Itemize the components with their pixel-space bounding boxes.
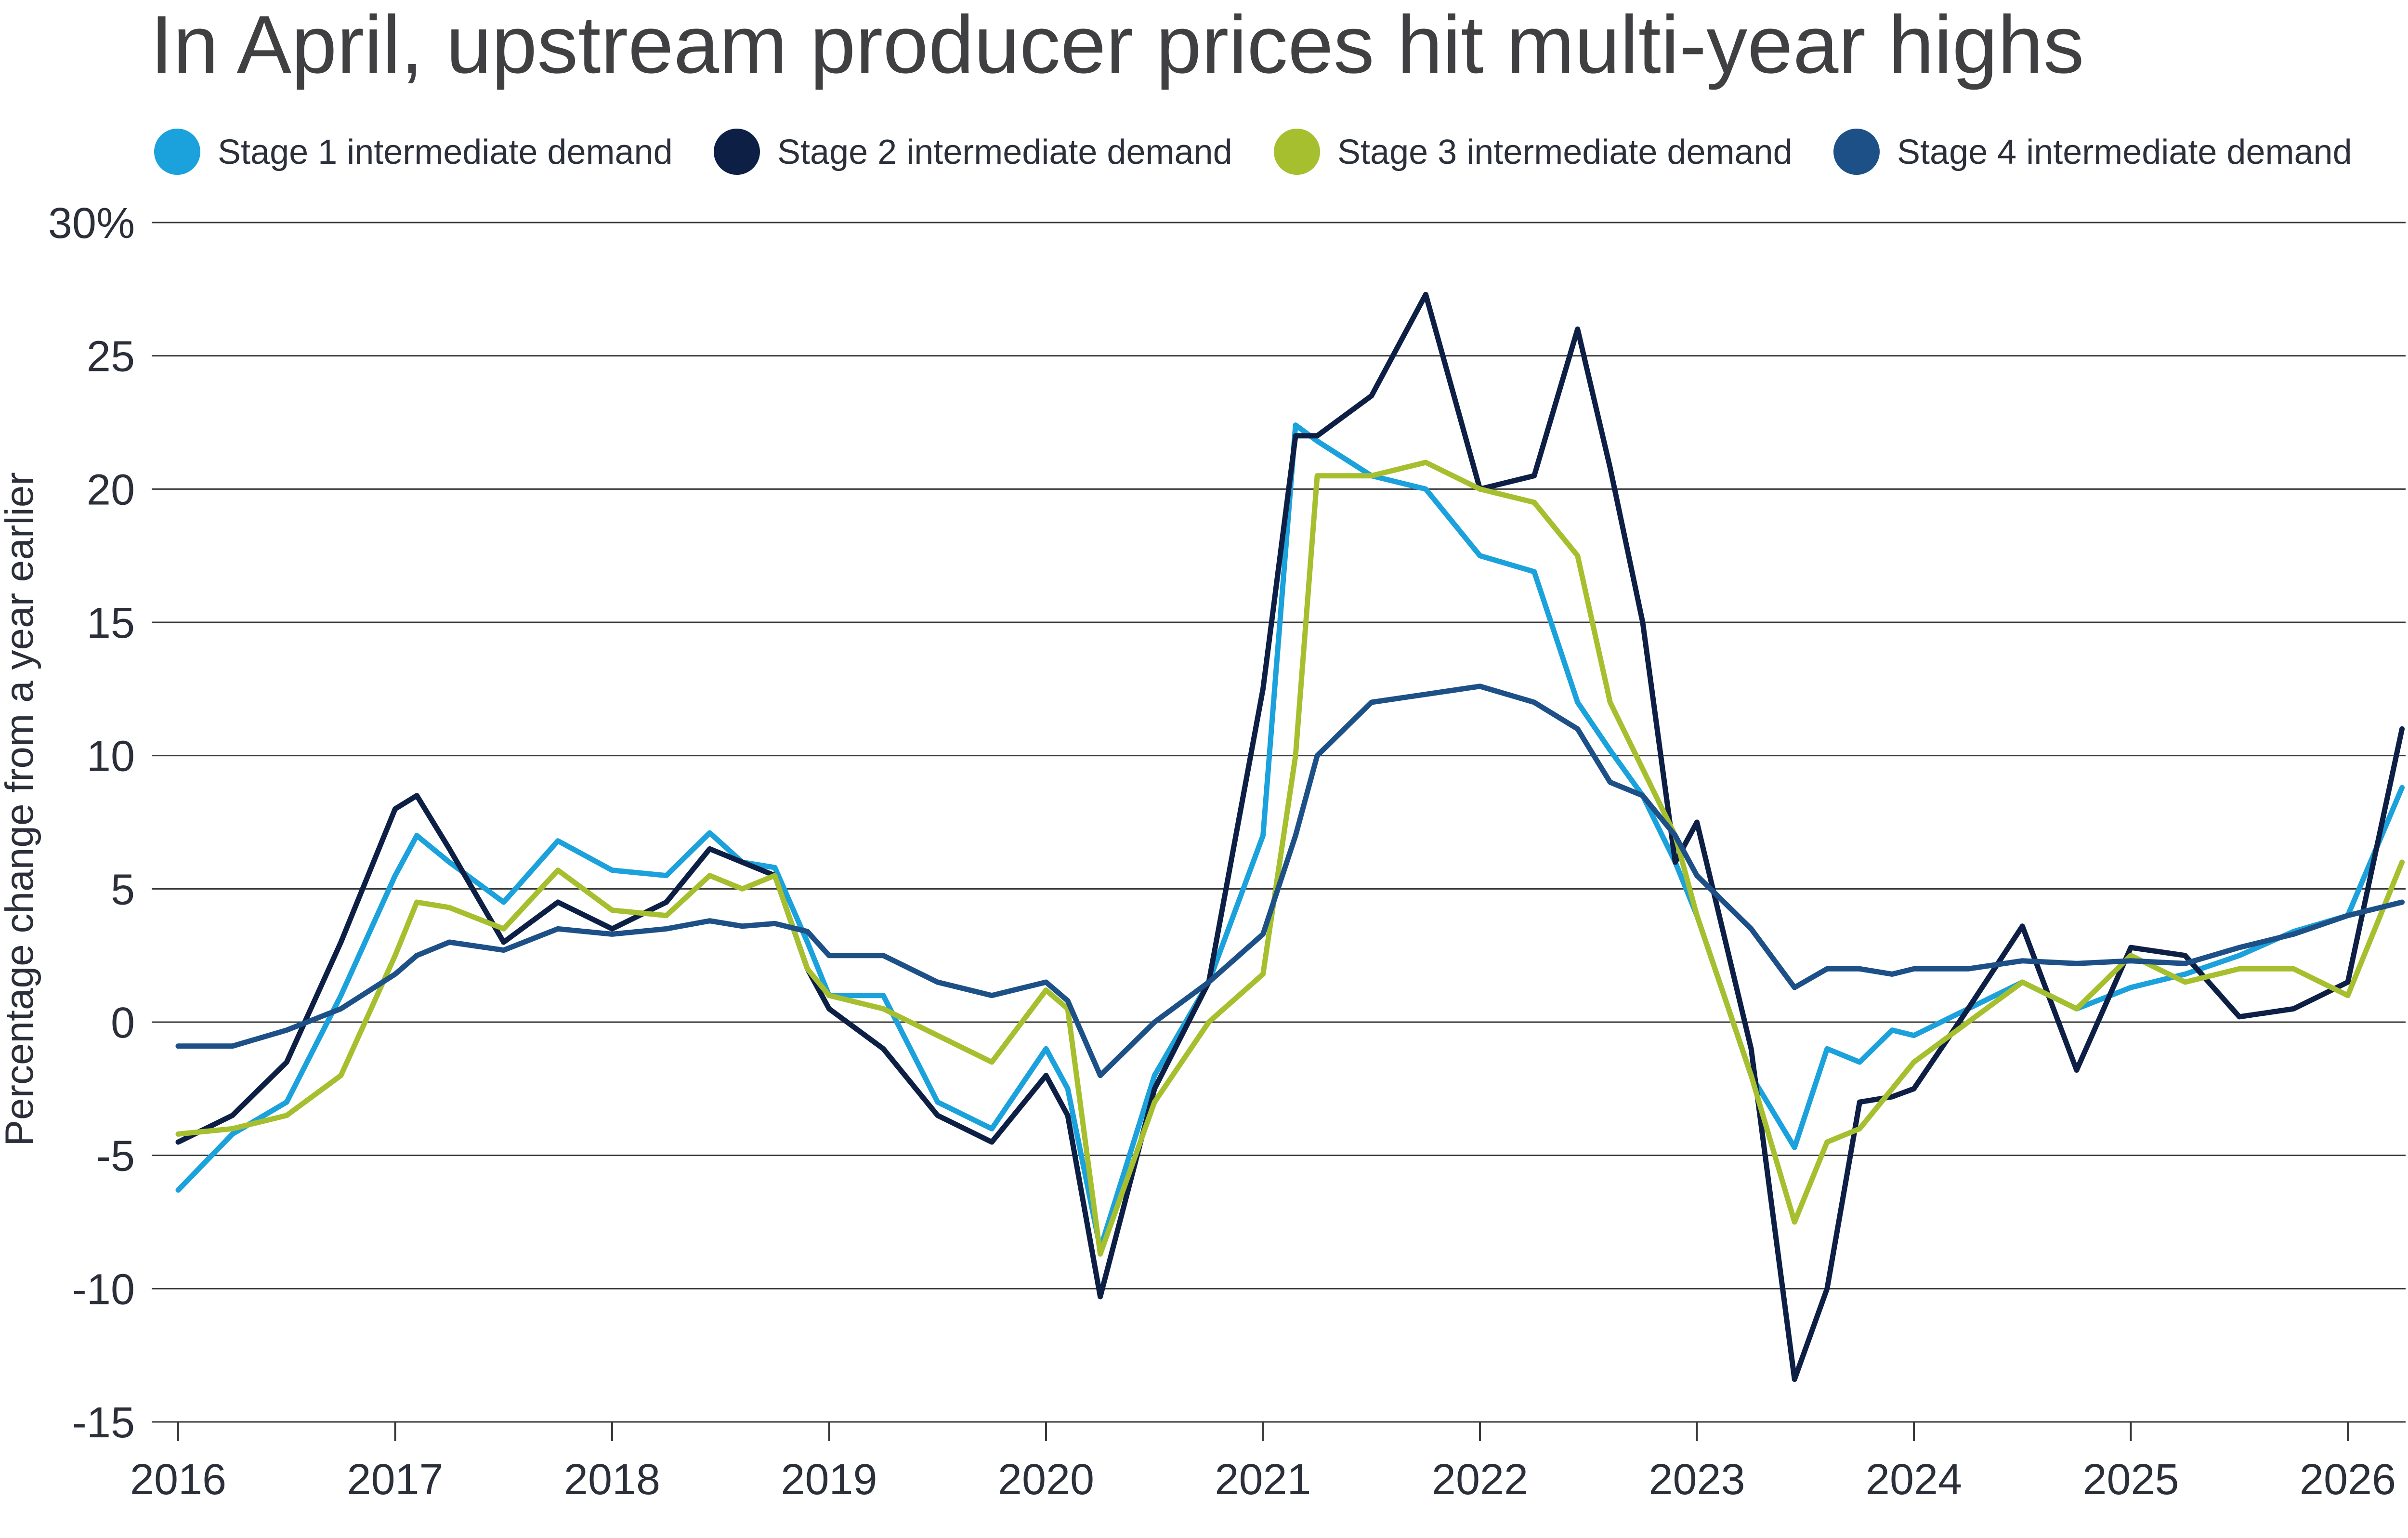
y-tick-label: 25 <box>87 333 135 381</box>
series-line-stage-4 <box>175 684 2405 1078</box>
series-line-stage-3 <box>175 460 2405 1257</box>
x-tick-label: 2024 <box>1866 1456 1962 1504</box>
y-tick-label: -5 <box>96 1132 135 1181</box>
y-axis-title: Percentage change from a year earlier <box>0 472 41 1146</box>
legend-label: Stage 4 intermediate demand <box>1897 133 2352 171</box>
x-tick-label: 2016 <box>130 1456 226 1504</box>
legend-label: Stage 1 intermediate demand <box>218 133 673 171</box>
legend-item-stage-2: Stage 2 intermediate demand <box>714 129 1232 175</box>
y-axis-ticks: -15 -10 -5 0 5 10 15 20 25 30% <box>48 199 135 1447</box>
legend-swatch <box>1274 129 1320 175</box>
y-tick-label: 30% <box>48 199 135 248</box>
series-line-stage-1 <box>175 422 2405 1251</box>
legend-swatch <box>1833 129 1880 175</box>
x-tick-label: 2017 <box>347 1456 443 1504</box>
y-tick-label: 10 <box>87 733 135 781</box>
y-tick-label: 20 <box>87 466 135 514</box>
chart-title: In April, upstream producer prices hit m… <box>150 0 2084 91</box>
legend-swatch <box>714 129 760 175</box>
y-tick-label: -10 <box>72 1265 135 1314</box>
legend-item-stage-4: Stage 4 intermediate demand <box>1833 129 2352 175</box>
legend-item-stage-1: Stage 1 intermediate demand <box>154 129 673 175</box>
series-line-stage-2 <box>175 291 2405 1382</box>
y-tick-label: 15 <box>87 599 135 647</box>
x-tick-label: 2020 <box>998 1456 1094 1504</box>
legend-label: Stage 2 intermediate demand <box>777 133 1232 171</box>
x-tick-label: 2021 <box>1215 1456 1311 1504</box>
x-tick-label: 2022 <box>1432 1456 1528 1504</box>
legend-swatch <box>154 129 200 175</box>
y-tick-label: -15 <box>72 1399 135 1447</box>
series-lines <box>175 291 2405 1382</box>
x-tick-label: 2026 <box>2300 1456 2396 1504</box>
x-tick-label: 2019 <box>781 1456 877 1504</box>
legend: Stage 1 intermediate demand Stage 2 inter… <box>154 129 2352 175</box>
y-tick-label: 0 <box>111 999 135 1047</box>
legend-label: Stage 3 intermediate demand <box>1337 133 1793 171</box>
legend-item-stage-3: Stage 3 intermediate demand <box>1274 129 1793 175</box>
x-tick-label: 2023 <box>1649 1456 1745 1504</box>
x-axis: 2016 2017 2018 2019 2020 2021 2022 2023 2024 2025… <box>130 1422 2396 1504</box>
x-tick-label: 2018 <box>564 1456 660 1504</box>
x-tick-label: 2025 <box>2082 1456 2179 1504</box>
gridlines <box>152 222 2406 1423</box>
y-tick-label: 5 <box>111 866 135 914</box>
